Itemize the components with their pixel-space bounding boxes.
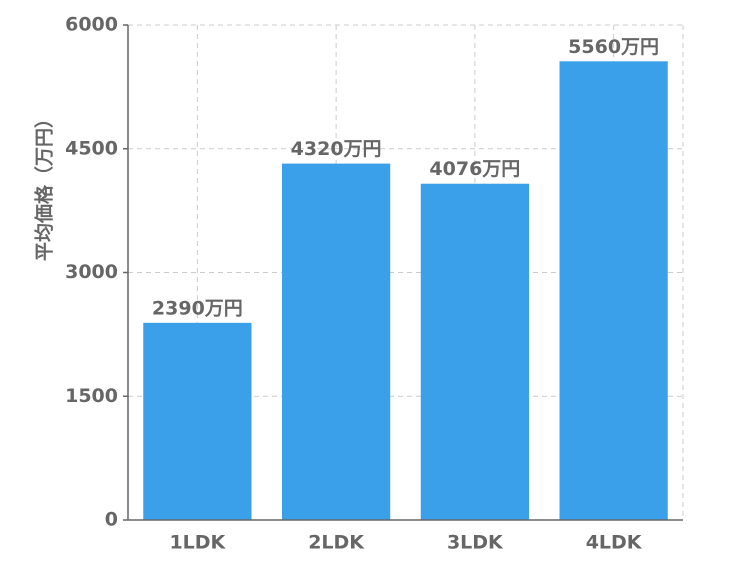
x-tick-label: 1LDK [169, 532, 226, 554]
y-tick-label: 0 [105, 509, 118, 531]
value-label: 4076万円 [429, 158, 520, 180]
bar [559, 61, 668, 521]
x-tick-label: 4LDK [586, 532, 643, 554]
y-axis-label: 平均価格（万円） [33, 109, 56, 261]
x-tick-label: 2LDK [308, 532, 365, 554]
value-label: 4320万円 [291, 138, 382, 160]
value-label: 5560万円 [568, 36, 659, 58]
y-tick-label: 3000 [65, 261, 118, 283]
y-tick-label: 1500 [65, 385, 118, 407]
x-tick-label: 3LDK [447, 532, 504, 554]
y-tick-label: 6000 [65, 14, 118, 36]
bar [143, 322, 252, 520]
bar [420, 183, 529, 521]
y-tick-label: 4500 [65, 137, 118, 159]
value-label: 2390万円 [152, 297, 243, 319]
bar [282, 163, 391, 520]
